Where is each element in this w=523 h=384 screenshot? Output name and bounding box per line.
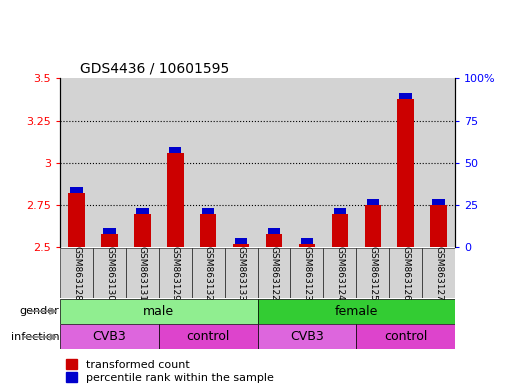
- Text: female: female: [335, 305, 378, 318]
- Bar: [356, 78, 389, 247]
- Bar: [225, 78, 257, 247]
- Text: GSM863130: GSM863130: [105, 245, 114, 301]
- Text: GSM863126: GSM863126: [401, 246, 410, 300]
- Bar: [159, 324, 257, 349]
- Legend: transformed count, percentile rank within the sample: transformed count, percentile rank withi…: [66, 359, 274, 382]
- Bar: [268, 228, 280, 234]
- Bar: [159, 248, 192, 298]
- Bar: [334, 208, 346, 214]
- Bar: [69, 193, 85, 247]
- Bar: [356, 324, 455, 349]
- Text: GSM863122: GSM863122: [269, 246, 279, 300]
- Bar: [60, 324, 159, 349]
- Bar: [159, 78, 192, 247]
- Bar: [332, 214, 348, 247]
- Text: GSM863127: GSM863127: [434, 246, 443, 300]
- Text: GSM863128: GSM863128: [72, 246, 81, 300]
- Bar: [167, 153, 184, 247]
- Text: GSM863131: GSM863131: [138, 245, 147, 301]
- Bar: [422, 78, 455, 247]
- Bar: [233, 244, 249, 247]
- Text: control: control: [384, 331, 427, 343]
- Bar: [136, 208, 149, 214]
- Bar: [192, 78, 225, 247]
- Text: GSM863124: GSM863124: [335, 246, 344, 300]
- Text: male: male: [143, 305, 175, 318]
- Bar: [134, 214, 151, 247]
- Bar: [290, 78, 323, 247]
- Bar: [422, 248, 455, 298]
- Bar: [169, 147, 181, 153]
- Bar: [202, 208, 214, 214]
- Text: CVB3: CVB3: [93, 331, 127, 343]
- Bar: [400, 93, 412, 99]
- Bar: [101, 234, 118, 247]
- Bar: [365, 205, 381, 247]
- Text: CVB3: CVB3: [290, 331, 324, 343]
- Text: control: control: [187, 331, 230, 343]
- Bar: [60, 299, 257, 324]
- Text: gender: gender: [20, 306, 60, 316]
- Bar: [235, 238, 247, 244]
- Bar: [225, 248, 257, 298]
- Bar: [266, 234, 282, 247]
- Bar: [257, 78, 290, 247]
- Bar: [93, 248, 126, 298]
- Text: GSM863125: GSM863125: [368, 246, 377, 300]
- Bar: [126, 248, 159, 298]
- Bar: [200, 214, 217, 247]
- Bar: [389, 248, 422, 298]
- Bar: [301, 238, 313, 244]
- Text: GDS4436 / 10601595: GDS4436 / 10601595: [80, 62, 229, 76]
- Bar: [323, 248, 356, 298]
- Bar: [93, 78, 126, 247]
- Bar: [299, 244, 315, 247]
- Bar: [60, 78, 93, 247]
- Bar: [389, 78, 422, 247]
- Bar: [430, 205, 447, 247]
- Bar: [104, 228, 116, 234]
- Bar: [356, 248, 389, 298]
- Text: GSM863133: GSM863133: [236, 245, 246, 301]
- Text: GSM863123: GSM863123: [302, 246, 311, 300]
- Bar: [290, 248, 323, 298]
- Bar: [71, 187, 83, 193]
- Bar: [367, 199, 379, 205]
- Bar: [257, 299, 455, 324]
- Bar: [192, 248, 225, 298]
- Bar: [397, 99, 414, 247]
- Bar: [126, 78, 159, 247]
- Bar: [433, 199, 445, 205]
- Text: GSM863132: GSM863132: [204, 246, 213, 300]
- Text: GSM863129: GSM863129: [171, 246, 180, 300]
- Bar: [257, 324, 356, 349]
- Bar: [60, 248, 93, 298]
- Bar: [257, 248, 290, 298]
- Bar: [323, 78, 356, 247]
- Text: infection: infection: [11, 332, 60, 342]
